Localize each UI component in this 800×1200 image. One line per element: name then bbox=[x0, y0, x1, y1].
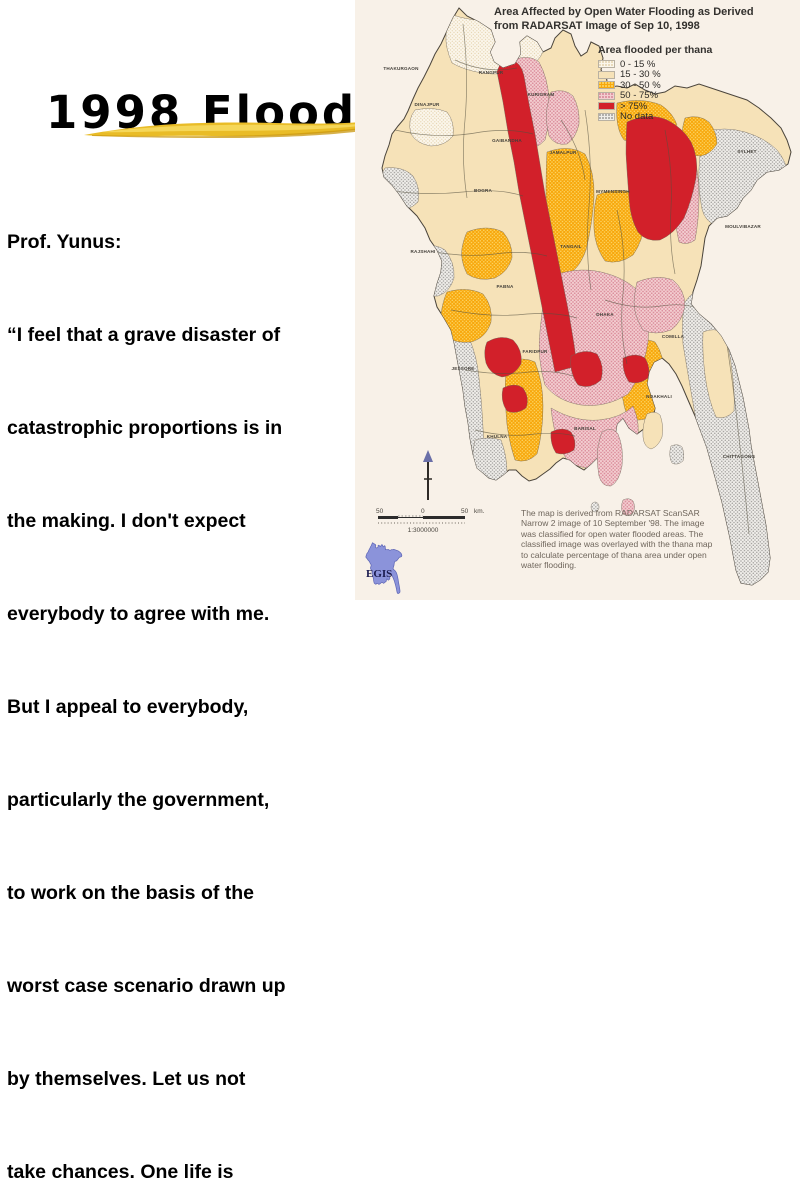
quote-line: particularly the government, bbox=[7, 789, 270, 811]
legend-title: Area flooded per thana bbox=[598, 44, 713, 56]
legend-label: 30 - 50 % bbox=[620, 79, 661, 91]
district-label: TANGAIL bbox=[560, 244, 581, 249]
quote-line: Prof. Yunus: bbox=[7, 231, 122, 253]
left-panel: 1998 Flood Prof. Yunus: “I feel that a g… bbox=[0, 0, 362, 1183]
district-label: COMILLA bbox=[662, 334, 685, 339]
district-label: RAJSHAHI bbox=[410, 249, 435, 254]
map-title-line2: from RADARSAT Image of Sep 10, 1998 bbox=[494, 19, 700, 32]
egis-logo-text: EGIS bbox=[366, 568, 392, 580]
scale-label-left: 50 bbox=[376, 508, 384, 515]
legend-item: > 75% bbox=[598, 101, 712, 112]
bangladesh-flood-map: THAKURGAON DINAJPUR RANGPUR KURIGRAM GAIBAND… bbox=[381, 7, 792, 586]
scale-bar: 50 0 50 km. 1:3000000 bbox=[376, 508, 485, 534]
quote-line: take chances. One life is bbox=[7, 1161, 234, 1183]
quote-line: to work on the basis of the bbox=[7, 882, 255, 904]
district-label: KHULNA bbox=[487, 434, 508, 439]
scale-label-zero: 0 bbox=[421, 508, 425, 515]
map-title-line1: Area Affected by Open Water Flooding as … bbox=[494, 6, 754, 18]
flood-map-panel: THAKURGAON DINAJPUR RANGPUR KURIGRAM GAIBAND… bbox=[355, 0, 800, 600]
legend-label: 0 - 15 % bbox=[620, 58, 656, 70]
quote-line: by themselves. Let us not bbox=[7, 1068, 246, 1090]
title-underline-brush-icon bbox=[84, 122, 362, 138]
legend-label: 50 - 75% bbox=[620, 90, 659, 102]
legend-label: > 75% bbox=[620, 100, 648, 112]
legend-label: No data bbox=[620, 111, 654, 123]
legend-item: No data bbox=[598, 111, 712, 123]
district-label: RANGPUR bbox=[479, 70, 504, 75]
scale-ratio: 1:3000000 bbox=[408, 527, 439, 534]
islands bbox=[590, 412, 684, 516]
quote-line: everybody to agree with me. bbox=[7, 603, 270, 625]
district-labels: THAKURGAON DINAJPUR RANGPUR KURIGRAM GAIBAND… bbox=[383, 66, 761, 459]
caption-line: Narrow 2 image of 10 September '98. The … bbox=[521, 518, 705, 529]
district-label: CHITTAGONG bbox=[723, 454, 756, 459]
district-label: DINAJPUR bbox=[414, 102, 440, 107]
legend-item: 15 - 30 % bbox=[598, 69, 712, 81]
egis-logo: EGIS bbox=[365, 542, 403, 594]
quote-line: “I feel that a grave disaster of bbox=[7, 324, 281, 346]
map-caption: The map is derived from RADARSAT ScanSAR… bbox=[521, 508, 766, 570]
quote-line: But I appeal to everybody, bbox=[7, 696, 249, 718]
scale-label-unit: km. bbox=[474, 508, 485, 515]
caption-line: to calculate percentage of thana area un… bbox=[521, 549, 707, 560]
district-label: BOGRA bbox=[474, 188, 493, 193]
district-label: GAIBANDHA bbox=[492, 138, 522, 143]
district-label: KURIGRAM bbox=[528, 92, 555, 97]
district-label: JAMALPUR bbox=[549, 150, 577, 155]
north-arrow-icon bbox=[423, 450, 433, 500]
district-label: MYMENSINGH bbox=[596, 189, 630, 194]
legend-item: 50 - 75% bbox=[598, 90, 712, 102]
quote-line: catastrophic proportions is in bbox=[7, 417, 283, 439]
quote-block: Prof. Yunus: “I feel that a grave disast… bbox=[7, 165, 355, 1200]
district-label: FARIDPUR bbox=[522, 349, 548, 354]
map-title: Area Affected by Open Water Flooding as … bbox=[494, 6, 794, 33]
legend-swatch bbox=[598, 102, 615, 111]
legend-swatch bbox=[598, 60, 615, 69]
district-label: THAKURGAON bbox=[383, 66, 419, 71]
district-label: NOAKHALI bbox=[646, 394, 672, 399]
legend-swatch bbox=[598, 70, 615, 79]
quote-line: the making. I don't expect bbox=[7, 510, 246, 532]
legend-swatch bbox=[598, 112, 615, 121]
map-legend: Area flooded per thana 0 - 15 % 15 - 30 … bbox=[598, 44, 712, 122]
legend-swatch bbox=[598, 81, 615, 90]
quote-line: worst case scenario drawn up bbox=[7, 975, 286, 997]
thana-boundaries bbox=[384, 23, 750, 535]
district-label: DHAKA bbox=[596, 312, 614, 317]
caption-line: water flooding. bbox=[521, 560, 577, 571]
legend-label: 15 - 30 % bbox=[620, 69, 661, 81]
district-label: BARISAL bbox=[574, 426, 596, 431]
caption-line: The map is derived from RADARSAT ScanSAR bbox=[521, 508, 700, 518]
district-label: SYLHET bbox=[737, 149, 756, 154]
legend-swatch bbox=[598, 91, 615, 100]
caption-line: classified image was overlayed with the … bbox=[521, 539, 713, 550]
district-label: JESSORE bbox=[451, 366, 474, 371]
legend-item: 0 - 15 % bbox=[598, 59, 712, 70]
district-label: PABNA bbox=[497, 284, 514, 289]
scale-label-right: 50 bbox=[461, 508, 469, 515]
caption-line: was classified for open water flooded ar… bbox=[521, 528, 704, 539]
legend-item: 30 - 50 % bbox=[598, 80, 712, 91]
district-label: MOULVIBAZAR bbox=[725, 224, 761, 229]
